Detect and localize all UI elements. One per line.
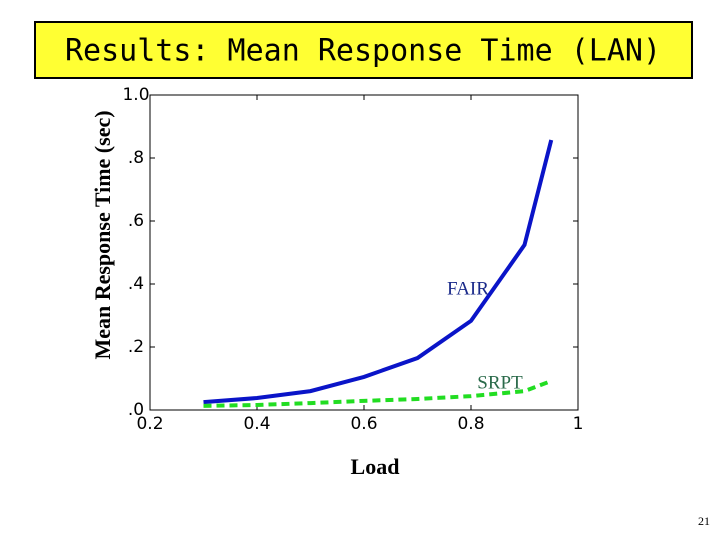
page-number: 21 [698,514,710,528]
y-tick-label: .4 [128,274,144,294]
x-axis-label: Load [351,454,400,479]
series-label: FAIR [447,278,489,299]
title-box [34,21,693,79]
y-tick-label: .0 [128,400,144,420]
series-line [203,139,554,405]
x-tick-label: 0.6 [350,414,377,434]
x-tick-label: 0.8 [457,414,484,434]
y-tick-label: .6 [128,211,144,231]
series-label: SRPT [477,372,523,393]
series-line [203,379,552,408]
x-tick-label: 1 [573,414,584,434]
chart-title: Results: Mean Response Time (LAN) [65,34,661,69]
x-tick-label: 0.4 [243,414,270,434]
y-tick-label: .8 [128,148,144,168]
y-axis-label: Mean Response Time (sec) [90,110,115,359]
x-tick-label: 0.2 [136,414,163,434]
y-tick-label: .2 [128,337,144,357]
y-tick-label: 1.0 [122,85,149,105]
plot-frame [149,94,579,411]
